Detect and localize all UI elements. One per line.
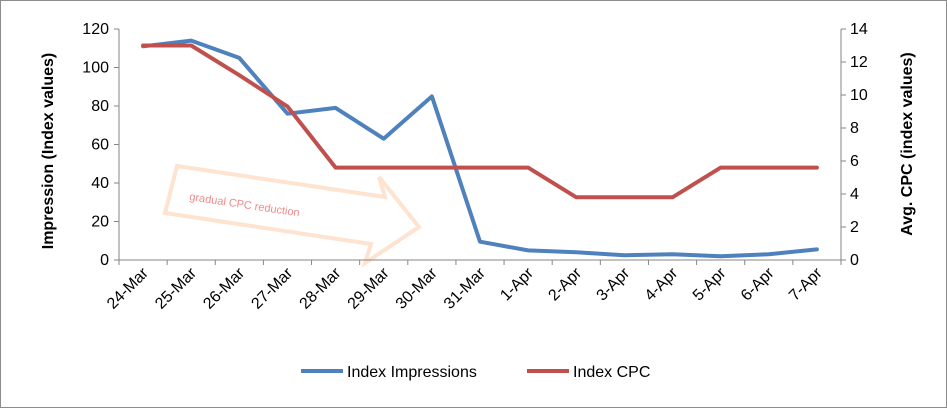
x-tick-label: 29-Mar [345,264,393,312]
x-tick-label: 6-Apr [738,264,778,304]
left-tick-label: 100 [82,60,109,77]
right-axis-title: Avg. CPC (index values) [899,52,916,235]
x-tick-label: 7-Apr [786,264,826,304]
left-axis-ticks: 0 20 40 60 80 100 120 [82,21,119,269]
x-tick-label: 26-Mar [200,264,248,312]
x-axis-ticks: 24-Mar 25-Mar 26-Mar 27-Mar 28-Mar 29-Mar 30-M… [104,260,842,313]
left-tick-label: 20 [91,214,109,231]
left-tick-label: 120 [82,21,109,38]
right-tick-label: 0 [850,252,859,269]
x-tick-label: 25-Mar [152,264,200,312]
x-tick-label: 31-Mar [441,264,489,312]
left-tick-label: 40 [91,175,109,192]
right-axis-ticks: 0 2 4 6 8 10 12 14 [841,21,868,269]
series-line-index-cpc [141,43,819,200]
right-tick-label: 14 [850,21,868,38]
annotation-layer: gradual CPC reduction [162,163,422,268]
legend: Index Impressions Index CPC [301,364,650,381]
right-tick-label: 6 [850,153,859,170]
x-tick-label: 5-Apr [690,264,730,304]
x-tick-label: 28-Mar [297,264,345,312]
x-tick-label: 30-Mar [393,264,441,312]
annotation-arrow [162,163,422,268]
left-tick-label: 60 [91,137,109,154]
x-tick-label: 1-Apr [497,264,537,304]
x-tick-label: 2-Apr [545,264,585,304]
left-axis-title: Impression (Index values) [40,53,57,250]
legend-label: Index Impressions [347,364,477,381]
x-tick-label: 4-Apr [642,264,682,304]
x-tick-label: 27-Mar [248,264,296,312]
series-layer [141,38,819,259]
annotation-label: gradual CPC reduction [189,191,301,219]
left-tick-label: 0 [100,252,109,269]
left-tick-label: 80 [91,98,109,115]
right-tick-label: 10 [850,87,868,104]
axes-layer [118,29,842,261]
right-tick-label: 12 [850,54,868,71]
x-tick-label: 24-Mar [104,264,152,312]
right-tick-label: 2 [850,219,859,236]
x-tick-label: 3-Apr [594,264,634,304]
right-tick-label: 8 [850,120,859,137]
series-line-index-impressions [141,38,819,259]
legend-label: Index CPC [573,364,650,381]
right-tick-label: 4 [850,186,859,203]
